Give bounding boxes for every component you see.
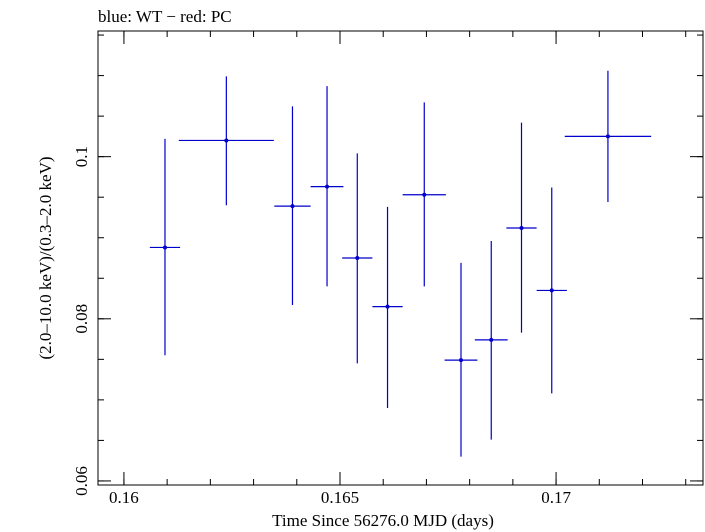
data-marker [385, 304, 390, 309]
data-marker [290, 204, 295, 209]
y-tick-label: 0.1 [72, 146, 91, 167]
data-point [536, 187, 567, 394]
data-marker [355, 256, 360, 260]
data-point [444, 262, 478, 457]
data-marker [325, 184, 330, 189]
axis-ticks [98, 31, 703, 485]
plot-frame [97, 30, 704, 486]
data-point [274, 106, 311, 306]
y-tick-label: 0.08 [72, 304, 91, 334]
x-tick-label: 0.16 [109, 488, 139, 507]
data-point [506, 122, 537, 333]
chart-title: blue: WT − red: PC [98, 7, 232, 26]
data-marker [519, 226, 524, 231]
data-marker [422, 192, 427, 197]
y-tick-label: 0.06 [72, 466, 91, 496]
data-marker [549, 288, 554, 293]
data-marker [605, 134, 610, 139]
y-axis-label: (2.0–10.0 keV)/(0.3–2.0 keV) [36, 156, 55, 359]
data-marker [459, 358, 463, 363]
data-point [178, 76, 274, 206]
data-point [372, 206, 403, 408]
data-point [564, 70, 652, 203]
data-point [402, 102, 446, 287]
data-marker [162, 245, 167, 250]
x-tick-label: 0.17 [541, 488, 571, 507]
data-marker [489, 337, 494, 342]
x-axis-label: Time Since 56276.0 MJD (days) [272, 511, 494, 530]
tick-labels: 0.16 0.165 0.17 0.06 0.08 0.1 [72, 146, 571, 507]
data-point [474, 240, 508, 440]
x-tick-label: 0.165 [321, 488, 359, 507]
data-point [149, 138, 181, 356]
data-point [342, 153, 373, 364]
data-point [310, 86, 344, 287]
data-points [149, 70, 652, 457]
data-marker [224, 138, 229, 143]
